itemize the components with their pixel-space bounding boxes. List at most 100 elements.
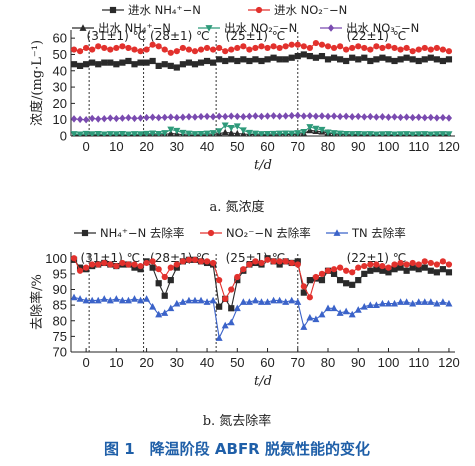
data-point-s4	[348, 131, 356, 136]
data-point-s4	[155, 130, 163, 136]
data-point-s5	[173, 113, 180, 122]
x-tick-label: 60	[260, 355, 274, 370]
data-point-s3	[130, 295, 138, 302]
data-point-s4	[384, 131, 392, 136]
legend-entry: 出水 NO₃⁻−N	[320, 21, 419, 35]
data-point-s4	[397, 131, 405, 136]
data-point-s1	[349, 281, 356, 288]
data-point-s2	[89, 46, 96, 53]
data-point-s2	[131, 261, 138, 268]
data-point-s1	[185, 59, 193, 66]
data-point-s1	[421, 56, 428, 63]
data-point-s2	[385, 264, 392, 271]
data-point-s3	[179, 298, 187, 305]
data-point-s1	[349, 54, 356, 61]
x-tick-label: 30	[170, 355, 184, 370]
data-point-s1	[173, 264, 180, 271]
x-tick-label: 50	[230, 355, 244, 370]
data-point-s1	[379, 54, 386, 61]
data-point-s3	[300, 323, 308, 330]
data-point-s1	[210, 59, 217, 66]
data-point-s2	[252, 258, 259, 265]
data-point-s2	[246, 46, 253, 53]
data-point-s2	[312, 39, 320, 47]
data-point-s2	[119, 259, 126, 267]
data-point-s2	[228, 286, 235, 293]
data-point-s1	[216, 303, 223, 310]
data-point-s4	[130, 131, 138, 136]
data-point-s1	[173, 64, 180, 71]
legend-label: NH₄⁺−N 去除率	[100, 226, 184, 240]
x-axis-label: t/d	[254, 374, 272, 389]
data-point-s4	[300, 129, 308, 136]
x-tick-label: 110	[408, 139, 429, 154]
data-point-s3	[306, 313, 314, 321]
data-point-s2	[149, 41, 156, 48]
data-point-s1	[385, 56, 392, 63]
data-point-s1	[191, 61, 199, 68]
data-point-s1	[252, 56, 259, 63]
data-point-s1	[343, 57, 350, 65]
data-point-s1	[294, 52, 301, 60]
data-point-s1	[367, 267, 374, 274]
data-point-s2	[349, 44, 356, 52]
data-point-s4	[197, 130, 205, 136]
data-point-s3	[415, 298, 423, 305]
data-point-s3	[421, 298, 429, 305]
data-point-s4	[264, 130, 272, 136]
data-point-s2	[222, 295, 229, 302]
data-point-s2	[71, 255, 78, 262]
data-point-s2	[433, 261, 440, 268]
data-point-s4	[209, 130, 217, 136]
data-point-s1	[391, 57, 398, 65]
data-point-s5	[125, 114, 132, 122]
data-point-s1	[167, 277, 174, 284]
subcaption-a: a. 氮浓度	[209, 199, 264, 215]
x-tick-label: 90	[351, 139, 365, 154]
data-point-s3	[378, 299, 386, 307]
data-point-s5	[373, 113, 380, 121]
data-point-s5	[258, 112, 265, 121]
data-point-s5	[252, 112, 259, 120]
data-point-s2	[318, 270, 326, 277]
data-point-s2	[439, 258, 447, 265]
legend-marker	[255, 6, 263, 14]
data-point-s1	[246, 57, 253, 65]
data-point-s2	[439, 46, 447, 53]
data-point-s5	[228, 112, 235, 120]
data-point-s1	[355, 277, 362, 284]
data-point-s2	[264, 44, 271, 52]
data-point-s5	[337, 112, 344, 121]
data-point-s4	[372, 131, 380, 136]
data-point-s3	[221, 128, 229, 136]
data-point-s3	[409, 299, 417, 307]
data-point-s5	[306, 112, 313, 120]
data-point-s2	[343, 267, 350, 274]
data-point-s5	[397, 113, 404, 122]
x-tick-label: 60	[260, 139, 274, 154]
data-point-s1	[101, 59, 108, 66]
data-point-s1	[427, 267, 434, 274]
data-point-s5	[185, 113, 193, 121]
data-point-s5	[210, 113, 217, 121]
data-point-s2	[125, 44, 132, 52]
data-point-s3	[215, 334, 223, 341]
data-point-s1	[125, 57, 132, 65]
data-point-s1	[95, 61, 102, 68]
data-point-s2	[337, 264, 344, 271]
y-tick-label: 10	[53, 112, 67, 127]
data-point-s1	[161, 292, 168, 299]
data-point-s5	[379, 113, 386, 121]
data-point-s5	[216, 112, 223, 120]
data-point-s1	[113, 61, 120, 68]
data-point-s5	[276, 112, 283, 120]
data-point-s2	[197, 258, 205, 265]
data-point-s4	[106, 131, 114, 136]
data-point-s2	[216, 277, 223, 284]
data-point-s3	[366, 301, 374, 309]
data-point-s3	[173, 299, 181, 307]
data-point-s1	[71, 61, 78, 68]
legend-entry: 出水 NO₂⁻−N	[198, 21, 297, 35]
data-point-s3	[336, 309, 344, 316]
data-point-s2	[173, 261, 180, 268]
